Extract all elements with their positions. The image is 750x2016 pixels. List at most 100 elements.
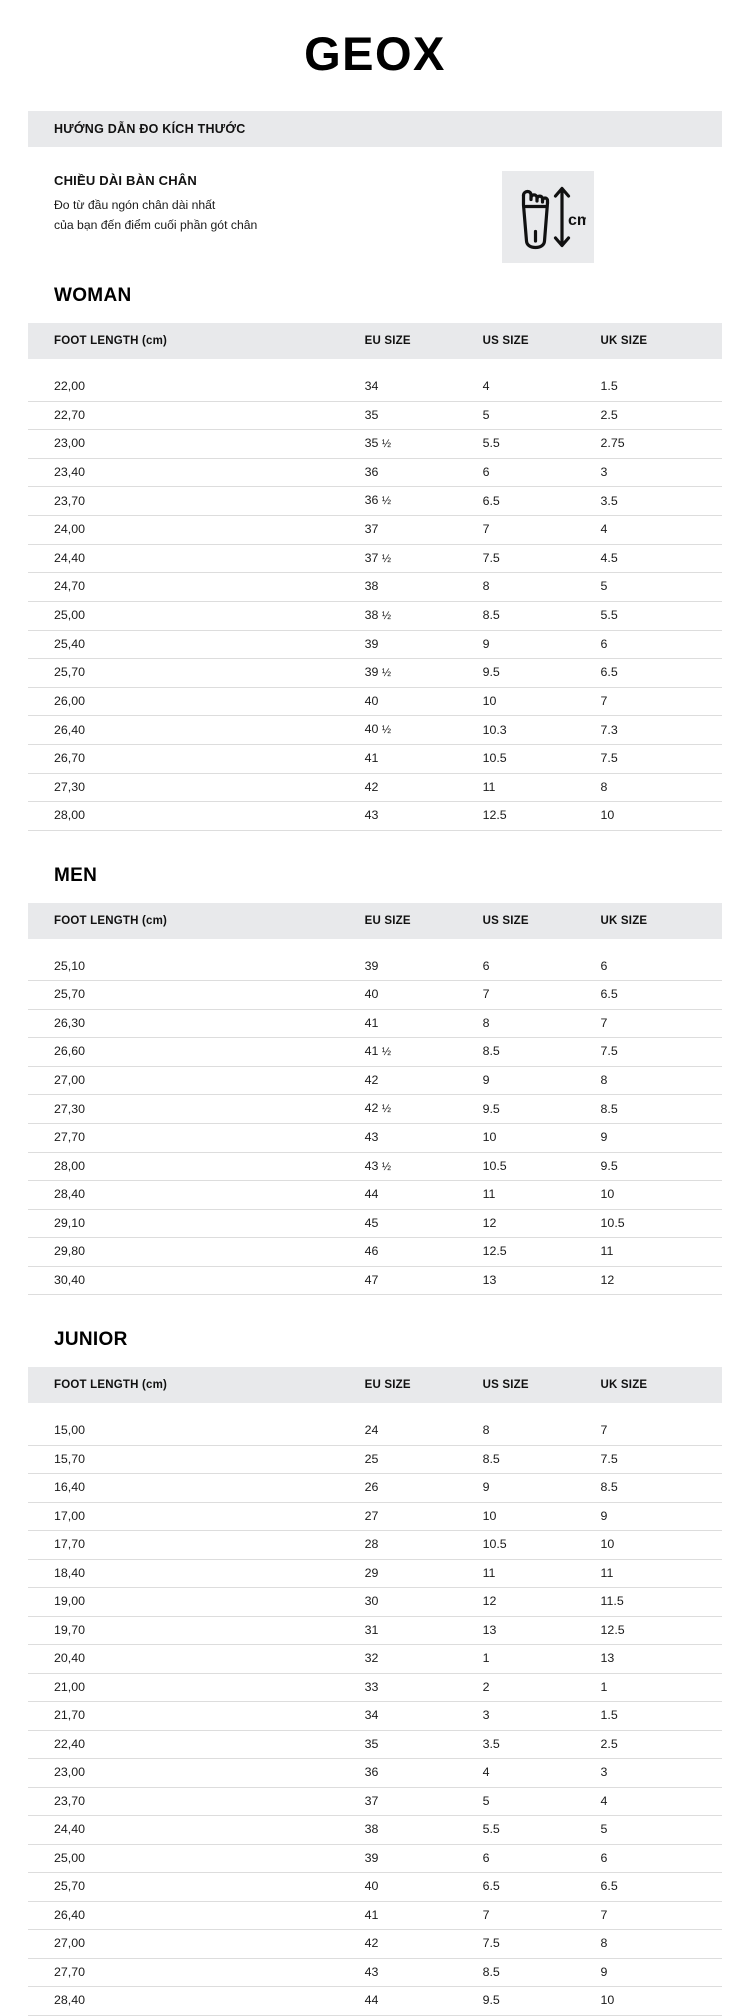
cell-foot-length: 24,70 (28, 572, 365, 602)
cell-uk-size: 11 (600, 1559, 722, 1589)
cell-us-size: 6.5 (482, 486, 601, 516)
cell-us-size: 6.5 (482, 1872, 601, 1902)
table-row: 24,40 38 5.5 5 (28, 1815, 722, 1845)
foot-length-intro: CHIỀU DÀI BÀN CHÂN Đo từ đầu ngón chân d… (28, 171, 722, 263)
cell-us-size: 7 (482, 1901, 601, 1931)
size-guide-banner-title: HƯỚNG DẪN ĐO KÍCH THƯỚC (54, 122, 246, 136)
cell-uk-size: 6 (600, 1844, 722, 1874)
cell-uk-size: 1.5 (600, 1701, 722, 1731)
cell-eu-size: 44 (364, 1986, 483, 2016)
cell-us-size: 9.5 (482, 1094, 601, 1124)
cell-foot-length: 27,00 (28, 1066, 365, 1096)
cell-us-size: 7.5 (482, 1929, 601, 1959)
table-row: 15,00 24 8 7 (28, 1403, 722, 1446)
table-row: 27,30 42 11 8 (28, 773, 722, 802)
cell-eu-size: 42 (364, 773, 483, 802)
size-table-wrap-junior: FOOT LENGTH (cm) EU SIZE US SIZE UK SIZE 15,… (28, 1367, 722, 2016)
cell-uk-size: 7 (600, 1009, 722, 1038)
cell-foot-length: 25,00 (28, 1844, 365, 1874)
table-row: 17,00 27 10 9 (28, 1502, 722, 1532)
cell-foot-length: 17,00 (28, 1502, 365, 1532)
cell-us-size: 2 (482, 1673, 601, 1703)
column-header-3: UK SIZE (600, 323, 722, 359)
cell-foot-length: 25,70 (28, 658, 365, 688)
cell-foot-length: 27,70 (28, 1958, 365, 1988)
cell-us-size: 10.5 (482, 1530, 601, 1560)
foot-length-line-2: của bạn đến điểm cuối phần gót chân (54, 217, 258, 232)
cell-eu-size: 39 (364, 1844, 483, 1874)
cell-uk-size: 6.5 (600, 1872, 722, 1902)
cell-eu-size: 27 (364, 1502, 483, 1532)
cell-us-size: 8 (482, 1403, 601, 1446)
cell-uk-size: 9 (600, 1502, 722, 1532)
cell-eu-size: 39 (364, 630, 483, 659)
cell-eu-size: 43 ½ (364, 1152, 483, 1182)
cell-eu-size: 41 ½ (364, 1037, 483, 1067)
cell-foot-length: 25,00 (28, 601, 365, 631)
cell-uk-size: 6.5 (600, 658, 722, 688)
table-row: 20,40 32 1 13 (28, 1644, 722, 1674)
table-row: 25,70 39 ½ 9.5 6.5 (28, 658, 722, 688)
cell-eu-size: 41 (364, 1901, 483, 1931)
cell-eu-size: 47 (364, 1266, 483, 1296)
column-header-1: EU SIZE (364, 902, 483, 939)
cell-eu-size: 40 (364, 1872, 483, 1902)
foot-length-title: CHIỀU DÀI BÀN CHÂN (54, 173, 197, 188)
cell-us-size: 5.5 (482, 429, 601, 459)
cell-us-size: 6 (482, 458, 601, 488)
cell-eu-size: 32 (364, 1644, 483, 1674)
cell-foot-length: 28,00 (28, 801, 365, 831)
cell-eu-size: 42 (364, 1066, 483, 1096)
cell-us-size: 1 (482, 1644, 601, 1674)
cell-uk-size: 5 (600, 1815, 722, 1845)
size-table-men: FOOT LENGTH (cm) EU SIZE US SIZE UK SIZE 25,… (28, 902, 722, 1296)
table-row: 22,70 35 5 2.5 (28, 401, 722, 430)
cell-foot-length: 29,10 (28, 1209, 365, 1239)
table-row: 25,00 39 6 6 (28, 1844, 722, 1874)
cell-uk-size: 11 (600, 1237, 722, 1267)
cell-foot-length: 27,70 (28, 1123, 365, 1153)
foot-length-line-1: Đo từ đầu ngón chân dài nhất (54, 198, 216, 212)
cell-us-size: 10.5 (482, 744, 601, 774)
table-row: 23,70 37 5 4 (28, 1787, 722, 1817)
cell-uk-size: 10 (600, 1986, 722, 2016)
cell-foot-length: 24,40 (28, 1815, 365, 1845)
cell-foot-length: 24,00 (28, 515, 365, 545)
cell-us-size: 9.5 (482, 658, 601, 688)
table-row: 27,30 42 ½ 9.5 8.5 (28, 1094, 722, 1124)
cell-foot-length: 21,70 (28, 1701, 365, 1731)
cell-eu-size: 42 ½ (364, 1094, 483, 1124)
table-row: 24,40 37 ½ 7.5 4.5 (28, 544, 722, 574)
size-table-junior: FOOT LENGTH (cm) EU SIZE US SIZE UK SIZE 15,… (28, 1367, 722, 2016)
cell-eu-size: 46 (364, 1237, 483, 1267)
cell-uk-size: 8 (600, 1929, 722, 1959)
cell-us-size: 10 (482, 1123, 601, 1153)
cell-foot-length: 26,60 (28, 1037, 365, 1067)
cell-eu-size: 37 (364, 1787, 483, 1817)
cell-foot-length: 16,40 (28, 1473, 365, 1503)
column-header-2: US SIZE (482, 323, 601, 359)
cell-us-size: 9.5 (482, 1986, 601, 2016)
cell-foot-length: 26,40 (28, 1901, 365, 1931)
cell-eu-size: 40 (364, 687, 483, 717)
cell-us-size: 9 (482, 1473, 601, 1503)
cell-uk-size: 3 (600, 458, 722, 488)
cell-foot-length: 20,40 (28, 1644, 365, 1674)
section-title-junior: JUNIOR (54, 1329, 128, 1351)
cell-uk-size: 10.5 (600, 1209, 722, 1239)
cell-eu-size: 41 (364, 1009, 483, 1038)
cell-uk-size: 6.5 (600, 980, 722, 1010)
cell-eu-size: 35 ½ (364, 429, 483, 459)
size-tables: WOMAN FOOT LENGTH (cm) EU SIZE US SIZE UK SI… (0, 285, 750, 2016)
table-row: 25,70 40 6.5 6.5 (28, 1872, 722, 1902)
cell-foot-length: 25,70 (28, 1872, 365, 1902)
cell-foot-length: 27,30 (28, 1094, 365, 1124)
cell-eu-size: 40 ½ (364, 715, 483, 745)
cell-eu-size: 37 (364, 515, 483, 545)
table-row: 26,30 41 8 7 (28, 1009, 722, 1038)
cell-eu-size: 42 (364, 1929, 483, 1959)
cell-foot-length: 25,40 (28, 630, 365, 659)
cell-us-size: 5 (482, 401, 601, 430)
cell-us-size: 6 (482, 1844, 601, 1874)
cell-uk-size: 13 (600, 1644, 722, 1674)
